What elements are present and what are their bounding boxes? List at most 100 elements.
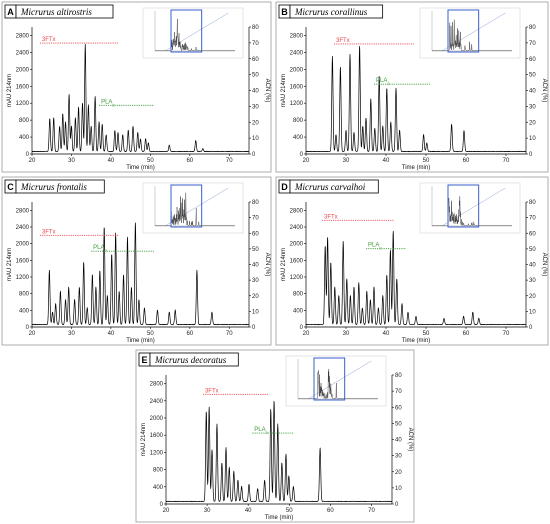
- y-tick-label: 400: [19, 135, 30, 141]
- panel-title-box: [149, 352, 239, 367]
- y2-tick-label: 60: [252, 57, 259, 63]
- y-tick-label: 800: [153, 468, 164, 474]
- x-tick-label: 40: [108, 158, 115, 164]
- y2-tick-label: 20: [252, 120, 259, 126]
- x-tick-label: 60: [463, 331, 470, 337]
- y-tick-label: 800: [293, 118, 304, 124]
- inset-zoom-box: [170, 184, 203, 228]
- y-tick-label: 2000: [16, 67, 30, 73]
- 3ftx-label: 3FTx: [324, 214, 338, 220]
- inset-gradient-line: [441, 12, 506, 52]
- y-tick-label: 2800: [150, 382, 164, 388]
- x-axis-label: Time (min): [402, 338, 430, 344]
- chromatogram-trace: [165, 400, 393, 503]
- y2-tick-label: 50: [529, 73, 536, 79]
- x-tick-label: 60: [463, 158, 470, 164]
- y-tick-label: 1600: [290, 84, 304, 90]
- y2-tick-label: 30: [395, 454, 402, 460]
- panel-title-box: [289, 179, 379, 194]
- y-tick-label: 800: [293, 292, 304, 298]
- y-tick-label: 2400: [16, 50, 30, 56]
- panel-letter: B: [281, 7, 288, 17]
- y2-tick-label: 40: [395, 438, 402, 444]
- pla2-subscript: 2: [105, 248, 108, 253]
- 3ftx-label: 3FTx: [336, 38, 350, 44]
- y-tick-label: 1600: [150, 433, 164, 439]
- y-tick-label: 0: [26, 325, 30, 331]
- y2-tick-label: 40: [529, 263, 536, 269]
- y2-tick-label: 20: [529, 294, 536, 300]
- panel-title-box: [15, 4, 114, 19]
- inset-gradient-line: [307, 360, 372, 400]
- y2-tick-label: 80: [252, 25, 259, 31]
- x-tick-label: 70: [226, 331, 233, 337]
- y2-tick-label: 40: [252, 89, 259, 95]
- y2-tick-label: 80: [529, 200, 536, 206]
- y2-tick-label: 30: [252, 104, 259, 110]
- y-tick-label: 2800: [290, 33, 304, 39]
- y-tick-label: 0: [300, 325, 304, 331]
- y2-tick-label: 30: [529, 278, 536, 284]
- y2-tick-label: 0: [529, 152, 533, 158]
- chromatogram-trace: [305, 230, 527, 326]
- y2-tick-label: 0: [395, 502, 399, 508]
- x-tick-label: 20: [29, 158, 36, 164]
- y2-tick-label: 60: [395, 405, 402, 411]
- y-tick-label: 1200: [16, 101, 30, 107]
- y-tick-label: 1600: [290, 258, 304, 264]
- x-tick-label: 70: [368, 508, 375, 514]
- y2-axis-label: ACN (%): [264, 253, 270, 277]
- x-tick-label: 20: [303, 158, 310, 164]
- panel-title-box: [15, 179, 105, 194]
- inset-zoom-box: [447, 9, 480, 53]
- y-tick-label: 400: [293, 308, 304, 314]
- x-tick-label: 20: [29, 331, 36, 337]
- x-tick-label: 20: [163, 508, 170, 514]
- y-axis-label: mAU 214nm: [281, 248, 287, 281]
- y-tick-label: 0: [26, 152, 30, 158]
- y2-tick-label: 60: [252, 231, 259, 237]
- y2-tick-label: 50: [395, 421, 402, 427]
- x-axis-label: Time (min): [265, 515, 293, 521]
- x-tick-label: 40: [383, 331, 390, 337]
- y2-tick-label: 50: [529, 247, 536, 253]
- 3ftx-label: 3FTx: [42, 229, 56, 235]
- inset-zoom-box: [447, 184, 480, 228]
- y-axis-label: mAU 214nm: [281, 74, 287, 107]
- y2-axis-label: ACN (%): [264, 79, 270, 103]
- inset-trace: [432, 196, 512, 226]
- panel-title: Micrurus corallinus: [294, 7, 368, 17]
- panel-title: Micrurus decoratus: [154, 355, 227, 365]
- inset-zoom-box: [170, 9, 203, 53]
- x-tick-label: 50: [286, 508, 293, 514]
- inset-trace: [432, 19, 512, 51]
- x-tick-label: 50: [423, 158, 430, 164]
- y2-tick-label: 40: [252, 263, 259, 269]
- y-tick-label: 400: [153, 485, 164, 491]
- x-tick-label: 30: [68, 158, 75, 164]
- y-tick-label: 2400: [290, 50, 304, 56]
- y-tick-label: 0: [160, 502, 164, 508]
- y-tick-label: 400: [19, 308, 30, 314]
- x-tick-label: 30: [343, 331, 350, 337]
- panel-letter: A: [7, 7, 14, 17]
- inset-zoom-box: [313, 357, 346, 401]
- pla2-label: PLA2: [93, 245, 107, 253]
- y2-tick-label: 10: [252, 309, 259, 315]
- y2-tick-label: 60: [529, 57, 536, 63]
- y2-tick-label: 0: [252, 325, 256, 331]
- x-tick-label: 60: [327, 508, 334, 514]
- x-tick-label: 30: [204, 508, 211, 514]
- panel-title: Micrurus altirostris: [20, 7, 92, 17]
- pla2-subscript: 2: [266, 430, 269, 435]
- pla2-label: PLA2: [101, 99, 115, 107]
- y2-tick-label: 0: [529, 325, 533, 331]
- chromatogram-trace: [31, 222, 250, 326]
- 3ftx-label: 3FTx: [205, 388, 219, 394]
- pla2-label: PLA2: [376, 78, 390, 86]
- y-tick-label: 2800: [290, 208, 304, 214]
- y2-tick-label: 80: [529, 25, 536, 31]
